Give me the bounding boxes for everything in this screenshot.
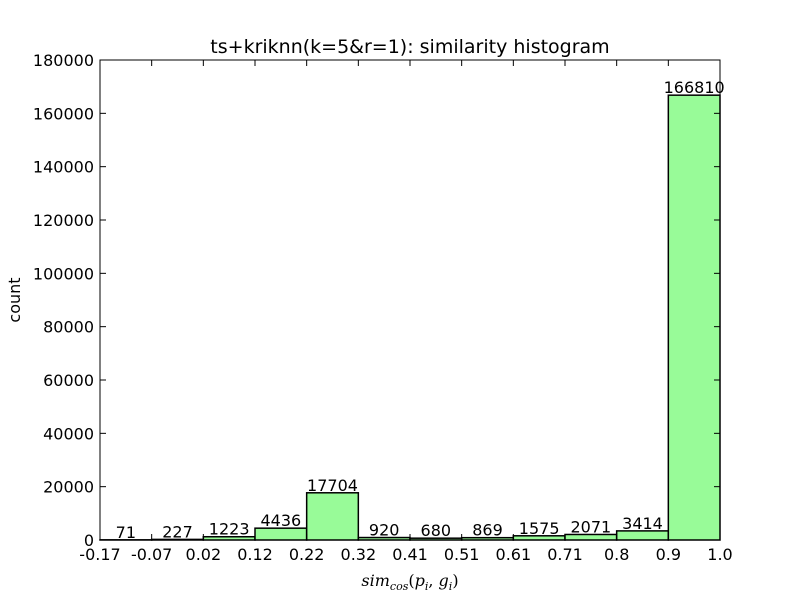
x-tick-label: 0.71 bbox=[547, 545, 583, 564]
histogram-bar bbox=[307, 493, 359, 540]
y-tick-label: 40000 bbox=[43, 424, 94, 443]
x-tick-label: 0.32 bbox=[341, 545, 377, 564]
y-tick-label: 20000 bbox=[43, 478, 94, 497]
plot-frame bbox=[100, 60, 720, 540]
x-axis-ticks: -0.17 -0.07 0.02 0.12 0.22 0.32 0.41 0.51 0.61 0.… bbox=[79, 60, 732, 564]
x-tick-label: 0.51 bbox=[444, 545, 480, 564]
bar-value-label: 920 bbox=[369, 521, 400, 540]
x-tick-label: 0.61 bbox=[496, 545, 532, 564]
y-axis-label: count bbox=[5, 277, 24, 322]
bar-value-label: 166810 bbox=[664, 78, 725, 97]
x-label-close-paren: ) bbox=[452, 571, 458, 590]
x-label-subscript: cos bbox=[390, 580, 409, 593]
x-tick-label: 1.0 bbox=[707, 545, 732, 564]
bar-value-label: 1223 bbox=[209, 520, 250, 539]
y-axis-ticks: 0200004000060000800001000001200001400001… bbox=[33, 51, 720, 550]
value-labels-layer: 71 227 1223 4436 17704 920 680 869 1575 2071 3414 1… bbox=[116, 78, 725, 542]
x-tick-label: 0.02 bbox=[186, 545, 222, 564]
x-tick-label: 0.8 bbox=[604, 545, 629, 564]
y-tick-label: 120000 bbox=[33, 211, 94, 230]
x-label-comma: , bbox=[428, 571, 438, 590]
x-tick-label: 0.12 bbox=[237, 545, 273, 564]
bar-value-label: 680 bbox=[421, 521, 452, 540]
y-tick-label: 140000 bbox=[33, 158, 94, 177]
bar-value-label: 869 bbox=[472, 521, 503, 540]
bar-value-label: 1575 bbox=[519, 519, 560, 538]
bar-value-label: 17704 bbox=[307, 476, 358, 495]
x-tick-label: 0.9 bbox=[656, 545, 681, 564]
x-label-base: sim bbox=[361, 571, 390, 590]
x-label-p: p bbox=[415, 571, 425, 590]
histogram-bar bbox=[668, 95, 720, 540]
y-tick-label: 100000 bbox=[33, 264, 94, 283]
x-label-g: g bbox=[439, 571, 449, 590]
bar-value-label: 3414 bbox=[622, 514, 663, 533]
bar-value-label: 71 bbox=[116, 523, 136, 542]
bars-layer bbox=[100, 95, 720, 540]
x-tick-label: -0.07 bbox=[131, 545, 172, 564]
x-tick-label: 0.41 bbox=[392, 545, 428, 564]
x-tick-label: 0.22 bbox=[289, 545, 325, 564]
bar-value-label: 2071 bbox=[570, 517, 611, 536]
y-tick-label: 80000 bbox=[43, 318, 94, 337]
chart-title: ts+kriknn(k=5&r=1): similarity histogram bbox=[210, 36, 609, 58]
x-axis-label: simcos(pi, gi) bbox=[361, 571, 458, 593]
bar-value-label: 4436 bbox=[260, 511, 301, 530]
y-tick-label: 160000 bbox=[33, 104, 94, 123]
bar-value-label: 227 bbox=[162, 522, 193, 541]
y-tick-label: 60000 bbox=[43, 371, 94, 390]
x-tick-label: -0.17 bbox=[79, 545, 120, 564]
y-tick-label: 180000 bbox=[33, 51, 94, 70]
